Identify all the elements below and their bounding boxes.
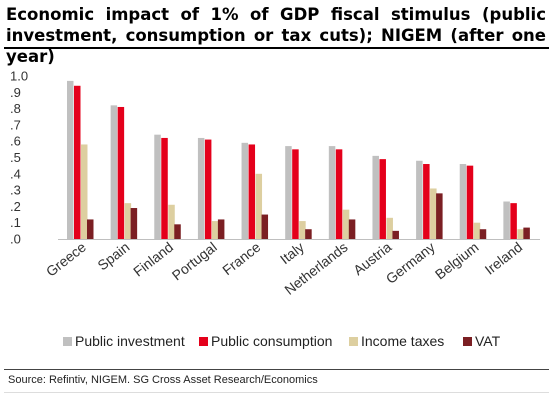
y-tick-label: .5 xyxy=(10,150,21,165)
legend-swatch xyxy=(349,337,358,346)
bar-public-consumption xyxy=(379,159,386,239)
legend-swatch xyxy=(63,337,72,346)
y-tick-label: .2 xyxy=(10,199,21,214)
bar-public-investment xyxy=(503,201,510,239)
bar-public-investment xyxy=(154,134,161,239)
bar-chart: .0 .1.2.3 .4.5.6 .7.8.91.0 Greece SpainFinla… xyxy=(10,69,540,349)
bar-public-consumption xyxy=(423,164,430,239)
chart-title: Economic impact of 1% of GDP fiscal stim… xyxy=(6,5,546,66)
bar-income-taxes xyxy=(386,217,393,239)
bar-public-consumption xyxy=(204,139,212,239)
bar-public-consumption xyxy=(248,144,256,239)
bar-public-investment xyxy=(372,155,379,239)
legend: Public investment Public consumption Incom… xyxy=(63,333,501,349)
bar-income-taxes xyxy=(168,204,175,239)
source-note: Source: Refintiv, NIGEM. SG Cross Asset … xyxy=(8,374,318,386)
bars xyxy=(67,80,530,239)
bar-vat xyxy=(174,224,181,239)
bar-public-consumption xyxy=(292,149,299,239)
bar-income-taxes xyxy=(124,203,132,239)
bar-public-consumption xyxy=(466,165,474,239)
legend-swatch xyxy=(199,337,208,346)
bar-vat xyxy=(523,227,530,239)
bar-public-investment xyxy=(67,80,74,239)
x-tick-label: Greece xyxy=(43,239,89,280)
bar-vat xyxy=(130,208,138,239)
bar-income-taxes xyxy=(517,229,524,239)
y-tick-label: .7 xyxy=(10,117,21,132)
bar-public-investment xyxy=(416,160,423,239)
y-tick-label: .8 xyxy=(10,101,21,116)
bar-public-consumption xyxy=(510,203,517,239)
legend-label: Public investment xyxy=(75,333,185,349)
source-rule xyxy=(4,369,549,370)
x-tick-label: Italy xyxy=(277,239,307,267)
x-tick-label: Finland xyxy=(130,239,176,280)
y-tick-label: .4 xyxy=(10,166,21,181)
legend-label: Public consumption xyxy=(211,333,332,349)
bar-vat xyxy=(392,230,399,239)
bar-income-taxes xyxy=(211,221,219,239)
bar-public-investment xyxy=(459,164,467,239)
bar-public-consumption xyxy=(161,137,168,239)
legend-swatch xyxy=(463,337,472,346)
page-edge xyxy=(4,392,549,409)
bar-income-taxes xyxy=(342,209,350,239)
bar-income-taxes xyxy=(299,221,306,239)
y-tick-label: .3 xyxy=(10,183,21,198)
bar-public-investment xyxy=(197,137,205,239)
bar-vat xyxy=(436,193,443,239)
bar-vat xyxy=(305,229,312,239)
bar-vat xyxy=(348,219,356,239)
y-tick-label: .1 xyxy=(10,215,21,230)
y-tick-label: .0 xyxy=(10,232,21,247)
x-tick-label: France xyxy=(219,239,263,279)
legend-label: VAT xyxy=(475,333,501,349)
bar-income-taxes xyxy=(430,188,437,239)
y-axis: .0 .1.2.3 .4.5.6 .7.8.91.0 xyxy=(10,69,28,247)
bar-public-consumption xyxy=(335,149,343,239)
bar-public-investment xyxy=(110,105,118,239)
y-tick-label: .9 xyxy=(10,85,21,100)
y-tick-label: .6 xyxy=(10,134,21,149)
bar-income-taxes xyxy=(473,222,481,239)
bar-public-investment xyxy=(285,146,292,239)
legend-label: Income taxes xyxy=(361,333,444,349)
bar-public-consumption xyxy=(74,85,81,239)
y-tick-label: 1.0 xyxy=(10,69,28,84)
bar-vat xyxy=(479,229,487,239)
bar-vat xyxy=(217,219,225,239)
x-tick-label: Spain xyxy=(94,239,132,274)
bar-public-consumption xyxy=(117,106,125,239)
bar-vat xyxy=(261,214,269,239)
title-rule xyxy=(4,47,549,49)
x-tick-label: Germany xyxy=(383,239,438,287)
x-tick-label: Ireland xyxy=(482,239,526,278)
bar-vat xyxy=(87,219,94,239)
bar-income-taxes xyxy=(81,144,88,239)
bar-income-taxes xyxy=(255,173,263,239)
x-tick-label: Portugal xyxy=(169,239,220,284)
bar-public-investment xyxy=(328,146,336,239)
bar-public-investment xyxy=(241,142,249,239)
x-tick-label: Belgium xyxy=(432,239,482,283)
